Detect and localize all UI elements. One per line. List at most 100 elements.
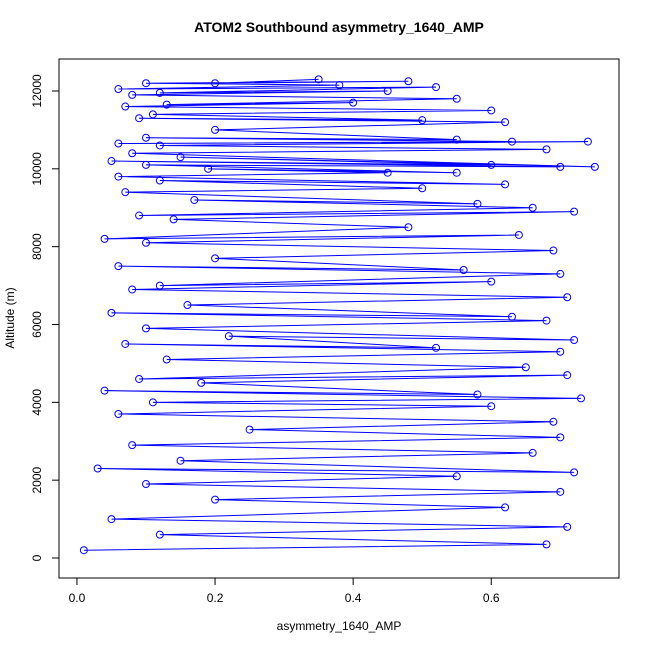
point: [487, 277, 496, 286]
x-tick-label: 0.0: [69, 591, 86, 605]
point: [349, 98, 358, 107]
point: [563, 522, 572, 531]
chart-title: ATOM2 Southbound asymmetry_1640_AMP: [194, 19, 484, 35]
point: [549, 417, 558, 426]
point: [404, 77, 413, 86]
point: [556, 487, 565, 496]
y-tick-label: 2000: [30, 466, 44, 493]
point: [501, 118, 510, 127]
point: [507, 312, 516, 321]
point: [148, 110, 157, 119]
point: [176, 153, 185, 162]
point: [556, 347, 565, 356]
point: [121, 102, 130, 111]
point: [162, 100, 171, 109]
point: [452, 135, 461, 144]
point: [148, 398, 157, 407]
point: [473, 199, 482, 208]
point: [383, 168, 392, 177]
point: [93, 464, 102, 473]
point: [155, 281, 164, 290]
point: [135, 374, 144, 383]
point: [577, 394, 586, 403]
point: [107, 308, 116, 317]
point: [211, 125, 220, 134]
point: [190, 195, 199, 204]
point: [183, 301, 192, 310]
point: [79, 546, 88, 555]
point: [197, 378, 206, 387]
y-tick-label: 0: [30, 554, 44, 561]
x-tick-label: 0.2: [207, 591, 224, 605]
point: [542, 145, 551, 154]
point: [100, 234, 109, 243]
point: [487, 106, 496, 115]
point: [452, 94, 461, 103]
point: [224, 332, 233, 341]
point: [121, 339, 130, 348]
point: [507, 137, 516, 146]
point: [459, 266, 468, 275]
point: [211, 254, 220, 263]
point: [107, 515, 116, 524]
point: [114, 262, 123, 271]
y-axis-label: Altitude (m): [3, 287, 17, 348]
point: [528, 448, 537, 457]
point: [521, 363, 530, 372]
point: [404, 223, 413, 232]
point: [155, 530, 164, 539]
y-tick-label: 8000: [30, 233, 44, 260]
point: [528, 203, 537, 212]
y-tick-label: 6000: [30, 311, 44, 338]
point: [114, 410, 123, 419]
point: [211, 495, 220, 504]
point: [452, 472, 461, 481]
y-tick-label: 12000: [30, 74, 44, 108]
point: [128, 441, 137, 450]
point: [487, 160, 496, 169]
point: [487, 402, 496, 411]
point: [114, 85, 123, 94]
point: [556, 269, 565, 278]
point: [418, 184, 427, 193]
point: [314, 75, 323, 84]
point: [335, 81, 344, 90]
point: [432, 83, 441, 92]
point: [432, 343, 441, 352]
point: [501, 180, 510, 189]
point: [135, 114, 144, 123]
point: [169, 215, 178, 224]
point: [142, 324, 151, 333]
point: [155, 176, 164, 185]
x-axis-label: asymmetry_1640_AMP: [277, 619, 402, 633]
point: [114, 172, 123, 181]
point: [542, 316, 551, 325]
point: [570, 207, 579, 216]
point: [473, 390, 482, 399]
y-tick-label: 10000: [30, 152, 44, 186]
point: [135, 211, 144, 220]
x-tick-label: 0.4: [345, 591, 362, 605]
point: [155, 141, 164, 150]
point: [204, 164, 213, 173]
point: [549, 246, 558, 255]
point: [155, 88, 164, 97]
series-line: [83, 78, 595, 551]
point: [121, 188, 130, 197]
point: [383, 86, 392, 95]
point: [556, 162, 565, 171]
point: [142, 238, 151, 247]
point: [452, 168, 461, 177]
point: [107, 157, 116, 166]
point: [514, 230, 523, 239]
point: [176, 456, 185, 465]
x-tick-label: 0.6: [483, 591, 500, 605]
point: [142, 79, 151, 88]
point: [563, 293, 572, 302]
point: [556, 433, 565, 442]
point: [114, 139, 123, 148]
point: [245, 425, 254, 434]
point: [128, 149, 137, 158]
point: [100, 386, 109, 395]
